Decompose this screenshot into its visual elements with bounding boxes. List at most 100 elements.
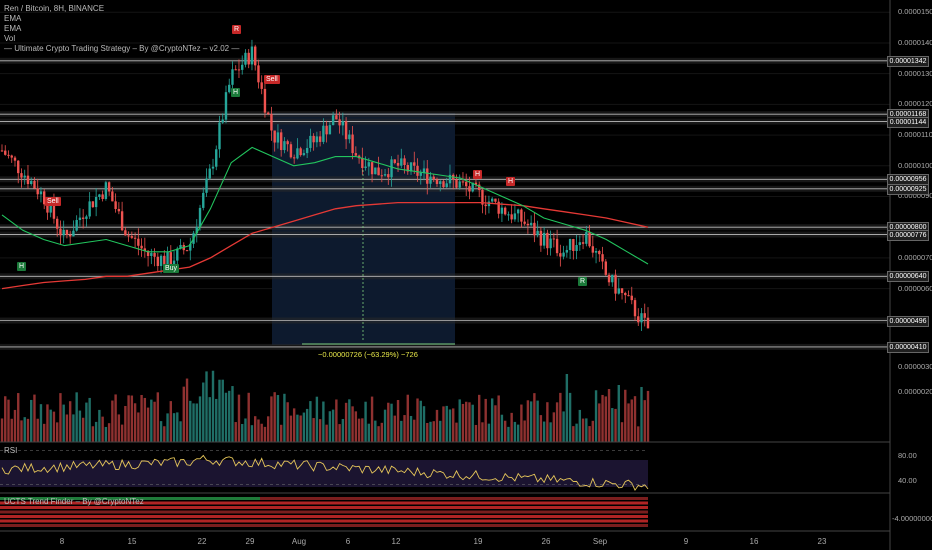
candle-body [10,155,13,158]
volume-bar [624,389,627,442]
volume-bar [85,402,88,442]
time-tick: 9 [683,537,689,546]
signal-buy: Buy [163,264,180,273]
candle-body [500,207,504,214]
volume-bar [263,426,267,442]
signal-hold: H [231,88,241,97]
volume-bars [0,370,650,442]
candle-body [497,201,500,214]
volume-bar [166,413,169,442]
volume-bar [244,418,247,442]
volume-bar [176,412,179,442]
candle-body [159,255,163,267]
candle-body [156,256,160,267]
candle-body [604,261,607,275]
trend-finder-label: UCTS Trend Finder – By @CryptoNTez [4,497,144,506]
candle-body [578,242,582,246]
candle-body [380,175,384,177]
candle-body [383,174,387,176]
candle-body [322,125,325,142]
volume-bar [289,415,293,442]
trend-stripe [0,515,648,518]
volume-bar [416,398,419,442]
candle-body [435,179,439,184]
volume-bar [419,400,422,442]
volume-bar [241,423,244,442]
volume-bar [20,420,23,442]
volume-bar [481,422,484,442]
volume-bar [98,409,101,442]
candle-body [111,191,114,202]
candle-body [237,69,241,71]
candle-body [624,292,627,296]
candle-body [104,182,108,199]
chart-legend: Ren / Bitcoin, 8H, BINANCE EMA EMA Vol —… [4,4,239,54]
volume-bar [33,394,36,442]
volume-bar [17,393,20,442]
volume-bar [292,408,296,442]
volume-bar [380,422,384,442]
candle-body [403,158,406,166]
candle-body [422,168,426,173]
candle-body [133,237,137,239]
volume-bar [153,401,156,442]
candle-body [26,175,30,185]
volume-bar [299,415,302,442]
volume-bar [78,410,82,442]
time-tick: 15 [127,537,137,546]
rsi-label: RSI [4,446,18,455]
candle-body [370,162,374,175]
volume-bar [598,403,601,442]
candle-body [331,115,335,126]
volume-bar [542,421,546,442]
volume-bar [88,397,91,442]
volume-bar [585,418,588,442]
candle-body [432,176,435,180]
candle-body [78,217,82,220]
candle-body [529,222,533,226]
candle-body [555,238,559,254]
candle-body [65,229,69,235]
volume-bar [578,409,582,442]
candle-body [101,194,104,199]
volume-bar [572,426,575,442]
volume-bar [620,422,624,442]
strategy-label: — Ultimate Crypto Trading Strategy – By … [4,44,240,53]
volume-bar [338,424,341,442]
volume-bar [367,423,371,442]
candle-body [85,216,88,219]
candle-body [150,253,153,256]
volume-bar [594,390,598,442]
candle-body [341,121,345,126]
time-tick: 19 [473,537,483,546]
candle-body [185,250,189,252]
volume-bar [565,373,569,442]
candle-body [257,65,260,83]
volume-bar [591,420,595,442]
volume-bar [406,394,409,442]
signal-r-green: R [578,277,588,286]
price-level-tag: 0.00001342 [887,55,929,67]
volume-bar [107,423,111,442]
volume-bar [117,414,121,442]
rsi-band [0,460,648,487]
candle-body [387,174,390,178]
candle-body [176,248,179,261]
candle-body [455,179,458,188]
volume-bar [552,412,556,442]
volume-bar [146,407,150,442]
candle-body [302,153,306,156]
candle-body [195,226,198,234]
volume-bar [279,424,283,442]
candle-body [7,154,10,156]
volume-bar [202,382,205,442]
volume-bar [114,394,117,442]
volume-bar [231,386,234,442]
candle-body [250,46,254,65]
candle-body [228,84,231,93]
candle-body [39,191,43,195]
volume-bar [341,418,345,442]
